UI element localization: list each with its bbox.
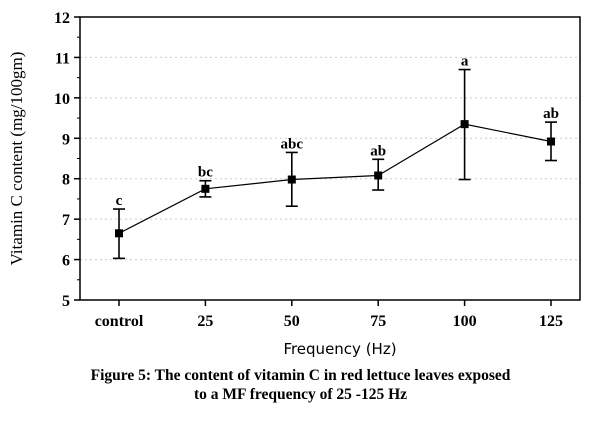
y-tick-label-6: 6 xyxy=(62,253,70,270)
significance-labels: c bc abc ab a ab xyxy=(116,54,559,209)
x-tick-label-control: control xyxy=(95,313,144,330)
data-point-125 xyxy=(547,137,555,146)
data-point-25 xyxy=(201,184,210,193)
significance-label-100: a xyxy=(461,54,469,70)
significance-label-125: ab xyxy=(543,106,559,122)
x-tick-label-125: 125 xyxy=(539,313,563,330)
axis-ticks xyxy=(74,16,552,306)
x-tick-label-100: 100 xyxy=(453,313,477,330)
y-tick-label-10: 10 xyxy=(54,91,70,108)
caption-line-2: to a MF frequency of 25 -125 Hz xyxy=(193,386,408,403)
significance-label-75: ab xyxy=(370,143,386,159)
x-tick-label-25: 25 xyxy=(197,313,213,330)
y-tick-labels: 5 6 7 8 9 10 11 12 xyxy=(54,10,70,310)
y-tick-label-9: 9 xyxy=(62,131,70,148)
data-point-100 xyxy=(460,120,469,129)
plot-area-frame xyxy=(79,16,581,301)
data-points xyxy=(115,120,555,238)
y-tick-label-5: 5 xyxy=(62,293,70,310)
figure-caption: Figure 5: The content of vitamin C in re… xyxy=(0,366,601,404)
caption-line-1: Figure 5: The content of vitamin C in re… xyxy=(90,367,511,384)
x-tick-label-75: 75 xyxy=(370,313,386,330)
x-tick-label-50: 50 xyxy=(284,313,300,330)
significance-label-25: bc xyxy=(198,165,213,181)
series-line xyxy=(118,123,552,234)
y-tick-label-8: 8 xyxy=(62,172,70,189)
significance-label-control: c xyxy=(116,193,123,209)
x-axis-title: Frequency (Hz) xyxy=(283,340,396,358)
x-tick-labels: control 25 50 75 100 125 xyxy=(95,313,563,330)
y-tick-label-7: 7 xyxy=(62,212,70,229)
data-point-control xyxy=(115,229,123,238)
data-point-75 xyxy=(374,171,383,180)
gridlines xyxy=(80,56,580,261)
data-point-50 xyxy=(287,175,296,184)
y-tick-label-11: 11 xyxy=(55,50,70,67)
y-tick-label-12: 12 xyxy=(54,10,70,27)
significance-label-50: abc xyxy=(281,136,304,152)
y-axis-title: Vitamin C content (mg/100gm) xyxy=(7,52,26,266)
